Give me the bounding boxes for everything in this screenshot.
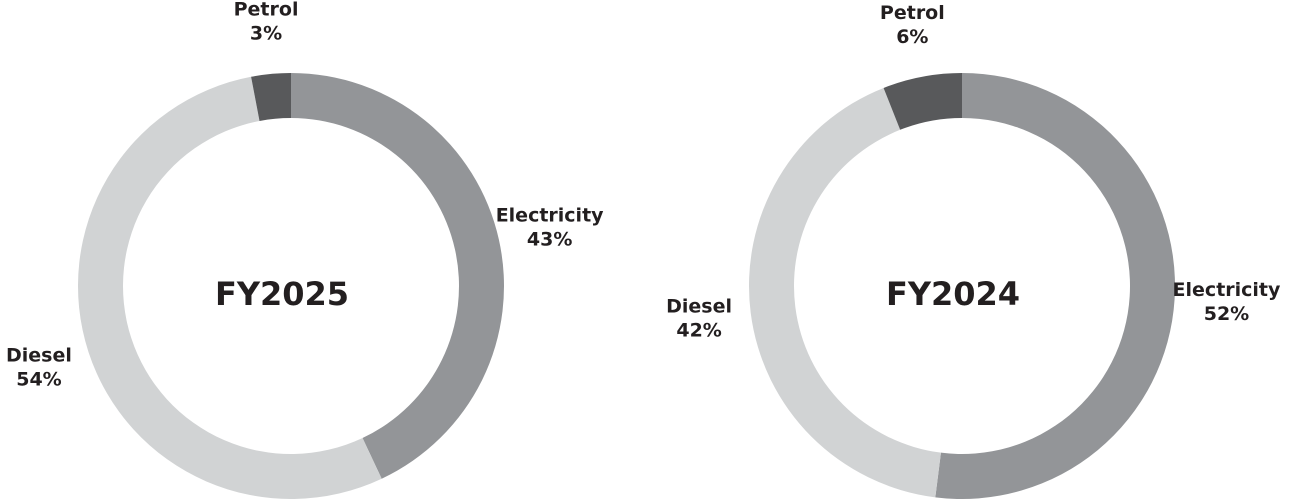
segment-label: Diesel xyxy=(6,344,72,366)
segment-value: 52% xyxy=(1204,303,1249,325)
donut-segment xyxy=(77,76,382,499)
segment-label: Diesel xyxy=(666,296,732,318)
segment-value: 54% xyxy=(16,368,61,390)
segment-value: 6% xyxy=(896,26,928,48)
segment-label: Electricity xyxy=(1173,279,1281,301)
segment-value: 43% xyxy=(527,229,572,251)
donut-title: FY2025 xyxy=(215,275,349,313)
segment-value: 3% xyxy=(250,23,282,45)
segment-label: Petrol xyxy=(234,0,299,21)
donut-segment xyxy=(935,73,1175,499)
donut-segment xyxy=(883,73,962,130)
segment-value: 42% xyxy=(676,320,721,342)
segment-label: Electricity xyxy=(496,205,604,227)
donut-segment xyxy=(251,73,291,121)
donut-title: FY2024 xyxy=(886,275,1020,313)
donut-segment xyxy=(748,87,941,498)
segment-label: Petrol xyxy=(880,2,945,24)
donut-segment xyxy=(291,73,504,479)
